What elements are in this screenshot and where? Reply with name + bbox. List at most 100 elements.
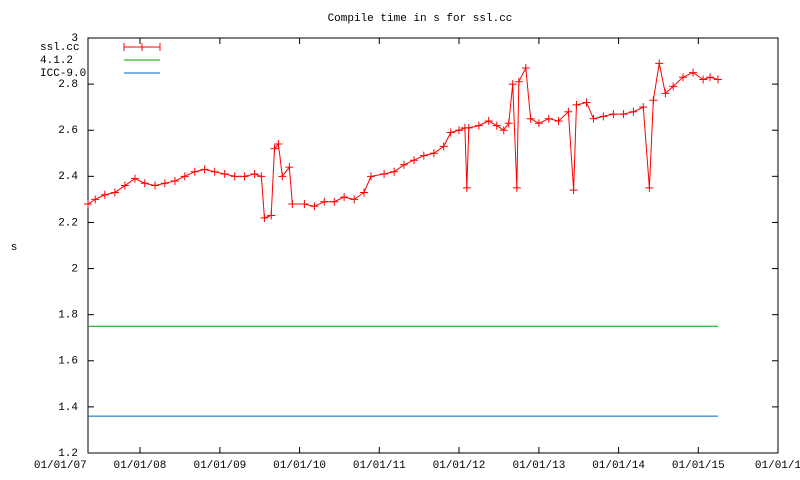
data-point (446, 128, 455, 137)
data-point (504, 119, 513, 128)
data-point (484, 117, 493, 125)
data-point (220, 170, 229, 179)
x-tick-label: 01/01/10 (273, 460, 326, 472)
data-point (609, 110, 618, 119)
y-tick-label: 1.2 (58, 448, 78, 460)
data-point (360, 188, 368, 197)
data-point (599, 112, 608, 121)
data-point (260, 213, 269, 222)
data-point (274, 140, 283, 149)
data-point (679, 73, 688, 82)
x-tick-label: 01/01/08 (114, 460, 167, 472)
plot-frame (87, 37, 779, 454)
data-point (250, 170, 259, 179)
data-point (190, 167, 199, 176)
data-point (200, 165, 209, 174)
x-tick-label: 01/01/07 (34, 460, 87, 472)
data-point (140, 179, 149, 188)
data-point (521, 63, 530, 72)
data-point (661, 89, 670, 98)
data-point (572, 100, 581, 109)
data-point (350, 195, 359, 204)
data-point (390, 167, 399, 176)
data-point (492, 121, 501, 130)
legend-label: ICC-9.0 (40, 68, 86, 80)
x-tick-label: 01/01/12 (433, 460, 486, 472)
data-point (655, 59, 664, 68)
legend-label: 4.1.2 (40, 55, 73, 67)
legend-marker (123, 43, 161, 51)
data-point (160, 179, 169, 188)
y-tick-label: 2.2 (58, 217, 78, 229)
x-tick-label: 01/01/14 (592, 460, 645, 472)
data-point (582, 98, 591, 107)
x-tick-label: 01/01/15 (672, 460, 725, 472)
y-tick-label: 3 (71, 33, 78, 45)
x-tick-label: 01/01/1 (755, 460, 800, 472)
data-point (230, 172, 239, 181)
series-line (87, 63, 719, 219)
data-point (285, 163, 294, 172)
data-point (257, 172, 266, 181)
x-tick-label: 01/01/09 (193, 460, 246, 472)
data-point (320, 197, 329, 206)
data-point (508, 80, 517, 89)
data-point (569, 186, 578, 195)
data-point (270, 144, 279, 153)
data-point (91, 195, 100, 204)
data-point (645, 183, 654, 192)
legend-label: ssl.cc (40, 42, 80, 54)
data-point (706, 73, 715, 82)
data-point (110, 188, 119, 197)
data-point (639, 103, 648, 112)
data-point (120, 181, 129, 190)
x-tick-label: 01/01/11 (353, 460, 406, 472)
data-point (439, 142, 448, 151)
data-point (499, 126, 508, 135)
data-point (669, 82, 678, 91)
data-point (554, 117, 563, 125)
data-point (366, 172, 375, 181)
chart-title: Compile time in s for ssl.cc (328, 13, 513, 25)
data-point (649, 96, 658, 105)
data-point (210, 167, 219, 176)
y-tick-label: 2.6 (58, 125, 78, 137)
data-point (629, 107, 638, 116)
data-point (512, 183, 521, 192)
data-point (380, 170, 389, 179)
data-point (310, 202, 319, 211)
data-point (474, 121, 483, 130)
data-point (429, 149, 438, 158)
data-point (288, 200, 297, 208)
data-point (514, 77, 523, 86)
data-point (240, 172, 249, 181)
data-point (454, 126, 463, 135)
data-point (419, 151, 428, 160)
data-point (699, 75, 708, 84)
data-point (130, 174, 139, 183)
data-point (330, 197, 339, 206)
data-point (589, 114, 598, 123)
data-point (340, 193, 349, 202)
data-point (564, 107, 573, 116)
y-tick-label: 1.8 (58, 310, 78, 322)
data-point (399, 160, 408, 169)
y-tick-label: 1.6 (58, 356, 78, 368)
y-axis-label: s (11, 242, 18, 254)
data-point (300, 200, 309, 208)
data-point (278, 172, 287, 181)
data-point (151, 181, 160, 190)
x-tick-label: 01/01/13 (512, 460, 565, 472)
data-point (84, 200, 92, 208)
y-tick-label: 2.4 (58, 171, 78, 183)
data-point (410, 156, 419, 165)
data-point (170, 176, 179, 185)
data-point (534, 119, 543, 128)
data-point (462, 183, 471, 192)
data-point (180, 172, 189, 181)
data-point (713, 75, 722, 84)
data-point (267, 211, 276, 220)
data-point (526, 114, 535, 123)
data-point (619, 110, 628, 119)
